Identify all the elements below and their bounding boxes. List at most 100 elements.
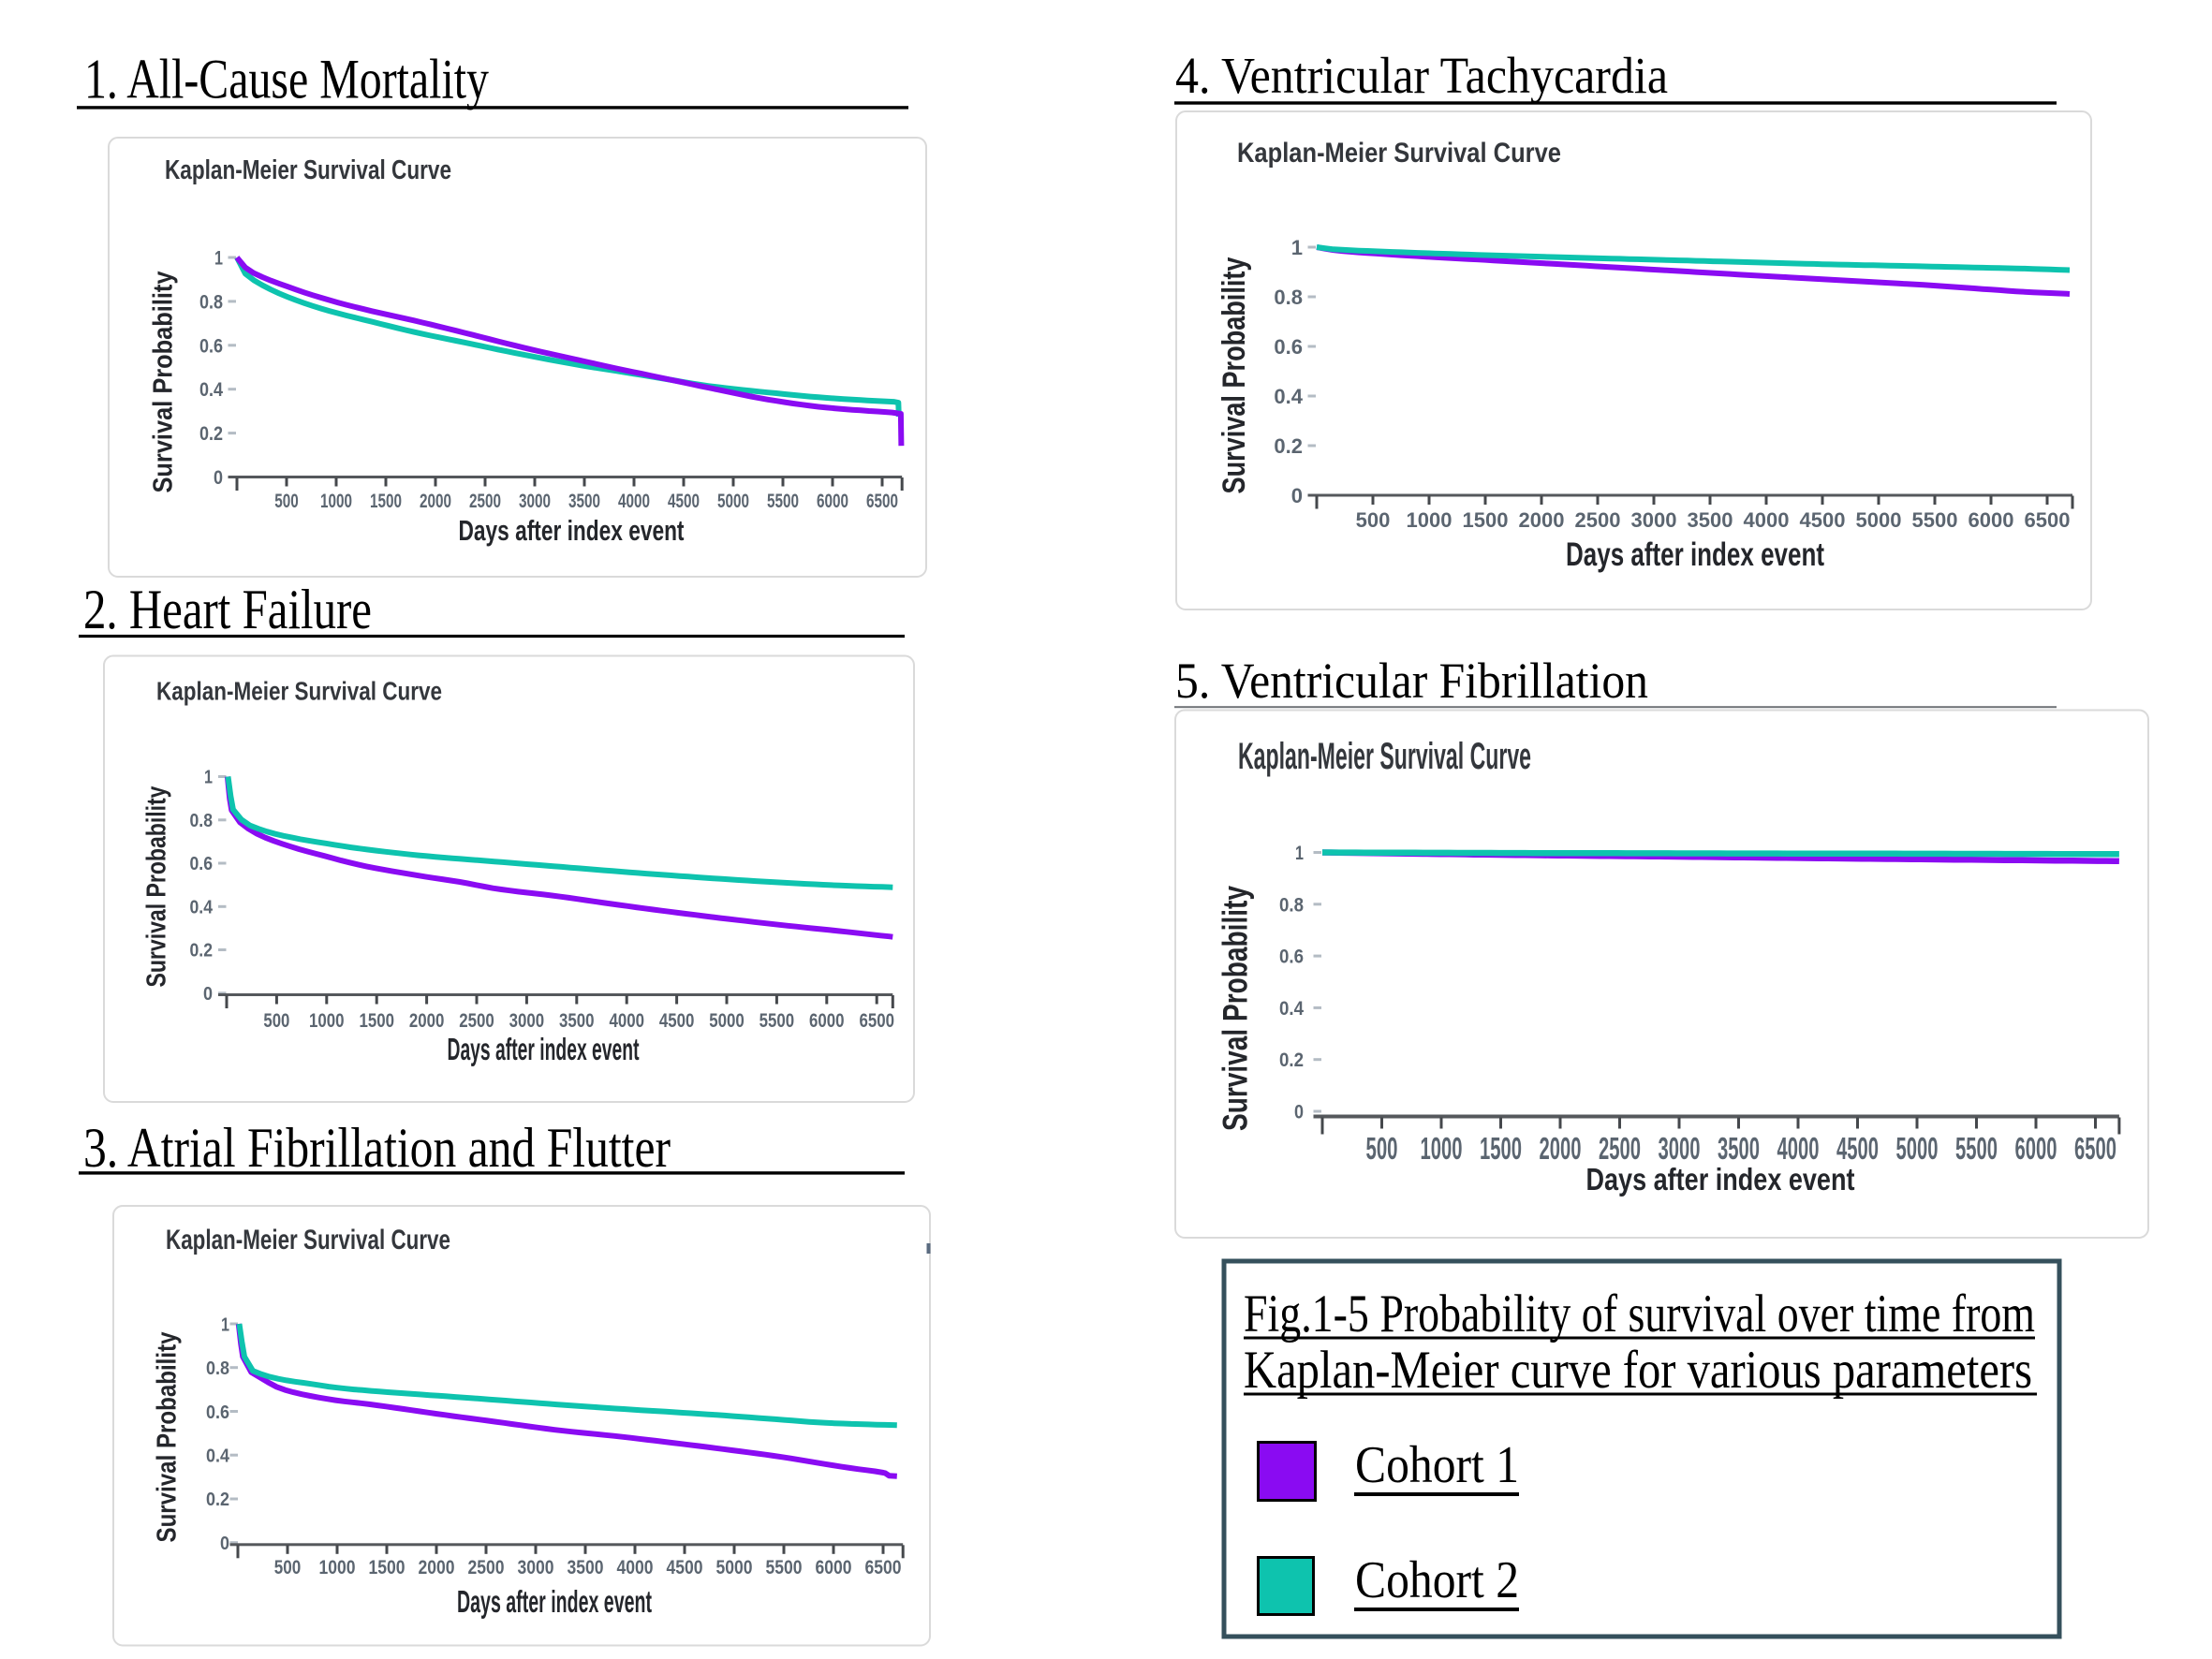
svg-text:3500: 3500	[559, 1010, 595, 1032]
svg-text:1500: 1500	[369, 1556, 406, 1578]
svg-text:0.2: 0.2	[206, 1489, 229, 1510]
svg-text:Kaplan-Meier Survival Curve: Kaplan-Meier Survival Curve	[166, 1225, 450, 1255]
svg-text:2500: 2500	[1599, 1131, 1641, 1166]
svg-text:5000: 5000	[709, 1010, 745, 1032]
svg-text:1: 1	[204, 768, 213, 788]
svg-text:0.2: 0.2	[1279, 1050, 1304, 1071]
svg-text:0.6: 0.6	[206, 1402, 229, 1423]
svg-text:1: 1	[214, 247, 223, 269]
svg-text:0.4: 0.4	[206, 1445, 230, 1466]
svg-text:500: 500	[263, 1010, 289, 1032]
svg-text:5000: 5000	[716, 1556, 753, 1578]
svg-text:1000: 1000	[1421, 1131, 1463, 1166]
svg-text:5000: 5000	[717, 491, 749, 512]
svg-text:500: 500	[274, 1556, 302, 1578]
svg-text:5000: 5000	[1856, 508, 1902, 532]
svg-text:Kaplan-Meier Survival Curve: Kaplan-Meier Survival Curve	[1237, 138, 1561, 169]
svg-text:0: 0	[1294, 1101, 1304, 1123]
svg-text:Days after index event: Days after index event	[459, 514, 685, 547]
svg-text:2000: 2000	[419, 1556, 455, 1578]
svg-text:2500: 2500	[468, 1556, 505, 1578]
svg-text:6500: 6500	[2025, 508, 2071, 532]
svg-text:0.8: 0.8	[206, 1358, 229, 1379]
svg-text:Days after index event: Days after index event	[448, 1032, 640, 1066]
svg-text:2000: 2000	[1540, 1131, 1582, 1166]
svg-text:6500: 6500	[2074, 1131, 2116, 1166]
svg-text:1000: 1000	[309, 1010, 345, 1032]
svg-text:5500: 5500	[1912, 508, 1958, 532]
svg-text:4000: 4000	[618, 491, 650, 512]
svg-text:0.8: 0.8	[199, 291, 223, 313]
svg-text:3000: 3000	[509, 1010, 545, 1032]
svg-text:1500: 1500	[1463, 508, 1509, 532]
svg-text:Survival Probability: Survival Probability	[142, 786, 172, 988]
svg-text:Cohort 2: Cohort 2	[1355, 1551, 1519, 1609]
svg-text:5000: 5000	[1896, 1131, 1939, 1166]
svg-text:0: 0	[220, 1533, 229, 1554]
svg-text:2. Heart Failure: 2. Heart Failure	[83, 579, 372, 640]
svg-text:6500: 6500	[859, 1010, 894, 1032]
svg-text:6000: 6000	[817, 491, 848, 512]
svg-text:3500: 3500	[568, 491, 600, 512]
svg-text:2500: 2500	[1575, 508, 1621, 532]
svg-text:500: 500	[1356, 508, 1391, 532]
svg-text:5500: 5500	[1955, 1131, 1998, 1166]
svg-text:1000: 1000	[1407, 508, 1453, 532]
svg-text:0.6: 0.6	[190, 854, 214, 874]
svg-text:1. All-Cause Mortality: 1. All-Cause Mortality	[84, 49, 489, 110]
svg-text:2500: 2500	[469, 491, 501, 512]
svg-text:6500: 6500	[865, 1556, 902, 1578]
svg-text:1500: 1500	[370, 491, 402, 512]
svg-text:Days after index event: Days after index event	[1586, 1163, 1855, 1197]
svg-text:1: 1	[1295, 843, 1304, 864]
svg-text:Days after index event: Days after index event	[1566, 536, 1824, 573]
svg-text:4000: 4000	[609, 1010, 644, 1032]
svg-text:4500: 4500	[1836, 1131, 1879, 1166]
svg-text:Kaplan-Meier Survival Curve: Kaplan-Meier Survival Curve	[165, 155, 451, 185]
svg-text:Survival Probability: Survival Probability	[153, 1332, 183, 1543]
svg-text:3. Atrial Fibrillation and Flu: 3. Atrial Fibrillation and Flutter	[83, 1117, 671, 1179]
svg-text:5500: 5500	[767, 491, 799, 512]
svg-text:Fig.1-5 Probability of surviva: Fig.1-5 Probability of survival over tim…	[1244, 1285, 2035, 1343]
svg-text:1000: 1000	[320, 491, 352, 512]
svg-text:5500: 5500	[759, 1010, 795, 1032]
svg-text:3000: 3000	[1631, 508, 1677, 532]
svg-text:4500: 4500	[667, 1556, 703, 1578]
svg-text:6000: 6000	[816, 1556, 852, 1578]
svg-text:5. Ventricular Fibrillation: 5. Ventricular Fibrillation	[1175, 653, 1648, 709]
svg-text:4000: 4000	[1777, 1131, 1820, 1166]
svg-text:1: 1	[1291, 236, 1303, 259]
svg-text:0.4: 0.4	[1279, 998, 1304, 1020]
svg-text:0.2: 0.2	[1274, 434, 1303, 458]
svg-text:6500: 6500	[866, 491, 898, 512]
svg-text:3000: 3000	[518, 1556, 554, 1578]
svg-text:Days after index event: Days after index event	[457, 1584, 652, 1619]
svg-text:2000: 2000	[409, 1010, 445, 1032]
svg-text:0.4: 0.4	[190, 897, 214, 918]
svg-text:6000: 6000	[2015, 1131, 2057, 1166]
svg-text:0.2: 0.2	[190, 941, 214, 962]
svg-text:Cohort 1: Cohort 1	[1355, 1436, 1519, 1494]
svg-text:Kaplan-Meier Survival Curve: Kaplan-Meier Survival Curve	[156, 677, 442, 706]
svg-text:0: 0	[214, 467, 223, 489]
svg-text:4500: 4500	[1800, 508, 1846, 532]
svg-text:3500: 3500	[568, 1556, 604, 1578]
svg-text:500: 500	[1366, 1131, 1398, 1166]
svg-text:1500: 1500	[359, 1010, 394, 1032]
svg-text:3500: 3500	[1688, 508, 1733, 532]
svg-text:0.4: 0.4	[1274, 385, 1303, 408]
svg-text:5500: 5500	[766, 1556, 803, 1578]
svg-text:3000: 3000	[519, 491, 551, 512]
svg-text:1500: 1500	[1480, 1131, 1522, 1166]
svg-text:Kaplan-Meier curve for various: Kaplan-Meier curve for various parameter…	[1244, 1341, 2032, 1400]
svg-text:Survival Probability: Survival Probability	[1217, 257, 1252, 493]
svg-text:6000: 6000	[809, 1010, 845, 1032]
svg-text:0.8: 0.8	[1279, 894, 1304, 916]
svg-text:0.4: 0.4	[199, 379, 223, 401]
svg-text:4000: 4000	[617, 1556, 654, 1578]
svg-text:0.6: 0.6	[1274, 335, 1303, 359]
svg-text:0.8: 0.8	[1274, 286, 1303, 309]
svg-text:0.8: 0.8	[190, 811, 214, 831]
svg-text:4500: 4500	[668, 491, 700, 512]
svg-text:4500: 4500	[659, 1010, 695, 1032]
